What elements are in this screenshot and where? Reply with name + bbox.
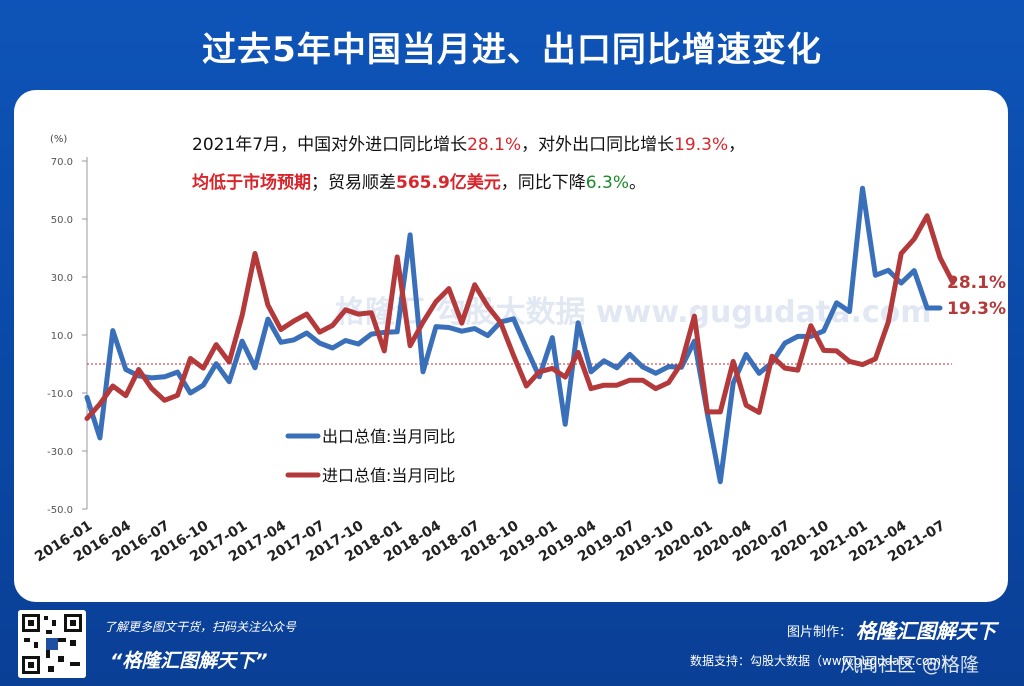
y-tick-label: 70.0: [51, 157, 73, 168]
summary-line-2: 均低于市场预期；贸易顺差565.9亿美元，同比下降6.3%。: [192, 168, 646, 193]
qr-code-icon: [18, 610, 86, 678]
platform-watermark: 风闻社区 @格隆: [840, 654, 980, 676]
note-text: ；贸易顺差: [311, 173, 396, 193]
export-end-label: 19.3%: [947, 299, 1006, 319]
export-series-line: [84, 185, 943, 485]
watermark-text: 格隆汇 勾股大数据 www.gugudata.com: [335, 295, 932, 330]
import-end-label: 28.1%: [947, 273, 1006, 293]
brand-logo: 格隆汇图解天下: [856, 619, 996, 643]
note-text: 2021年7月，中国对外进口同比增长: [192, 135, 468, 155]
series-lines: [84, 185, 956, 485]
import-growth-value: 28.1%: [467, 135, 522, 155]
end-labels: 28.1% 19.3%: [947, 273, 1006, 319]
trade-surplus-value: 565.9亿美元: [396, 173, 501, 193]
y-tick-label: -30.0: [47, 447, 73, 458]
y-tick-label: 10.0: [51, 331, 73, 342]
data-credit: 数据支持：勾股大数据（www.gugudata.com）: [690, 654, 954, 668]
promo-text: 了解更多图文干货，扫码关注公众号: [104, 620, 297, 634]
surplus-decline-value: 6.3%: [585, 173, 629, 193]
export-growth-value: 19.3%: [674, 135, 729, 155]
summary-line-1: 2021年7月，中国对外进口同比增长28.1%，对外出口同比增长19.3%，: [192, 130, 745, 155]
watermark: 格隆汇 勾股大数据 www.gugudata.com: [335, 295, 932, 330]
import-series-line: [84, 213, 956, 421]
y-tick-label: -50.0: [47, 505, 73, 516]
note-text: 。: [628, 173, 646, 193]
y-tick-label: 50.0: [51, 215, 73, 226]
note-text: ，同比下降: [500, 173, 586, 193]
legend-label: 进口总值:当月同比: [322, 466, 455, 485]
y-tick-label: 30.0: [51, 273, 73, 284]
y-tick-label: -10.0: [47, 389, 73, 400]
note-text: ，对外出口同比增长: [521, 135, 675, 155]
legend-label: 出口总值:当月同比: [322, 427, 455, 446]
x-axis: 2016-012016-042016-072016-102017-012017-…: [32, 518, 948, 566]
y-axis-unit: (%): [50, 134, 67, 145]
slogan: “格隆汇图解天下”: [110, 650, 268, 672]
page-title: 过去5年中国当月进、出口同比增速变化: [202, 30, 822, 70]
note-text: ，: [728, 135, 746, 155]
below-expectation-text: 均低于市场预期: [192, 173, 311, 193]
credit-made-label: 图片制作：: [787, 625, 853, 640]
